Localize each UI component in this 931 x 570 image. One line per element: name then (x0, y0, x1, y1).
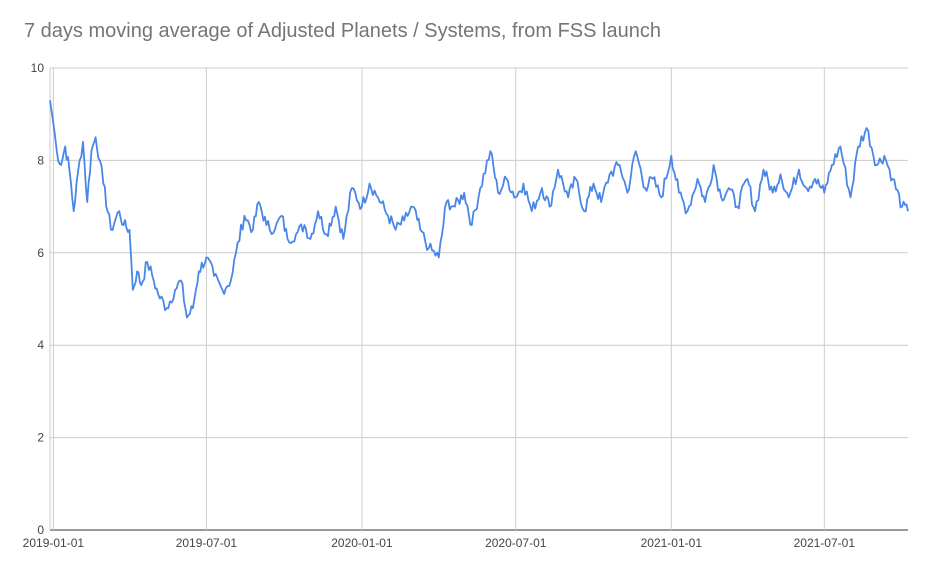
x-tick-label: 2020-01-01 (331, 536, 393, 550)
y-tick-label: 10 (31, 61, 45, 75)
y-tick-label: 4 (37, 338, 44, 352)
x-tick-label: 2020-07-01 (485, 536, 547, 550)
x-tick-label: 2021-07-01 (794, 536, 856, 550)
y-tick-label: 2 (37, 431, 44, 445)
y-tick-label: 8 (37, 153, 44, 167)
series-line (49, 100, 909, 319)
x-tick-label: 2021-01-01 (641, 536, 703, 550)
y-tick-label: 0 (37, 523, 44, 537)
y-tick-label: 6 (37, 246, 44, 260)
x-tick-label: 2019-01-01 (23, 536, 85, 550)
chart-title: 7 days moving average of Adjusted Planet… (24, 20, 661, 42)
x-tick-label: 2019-07-01 (176, 536, 238, 550)
